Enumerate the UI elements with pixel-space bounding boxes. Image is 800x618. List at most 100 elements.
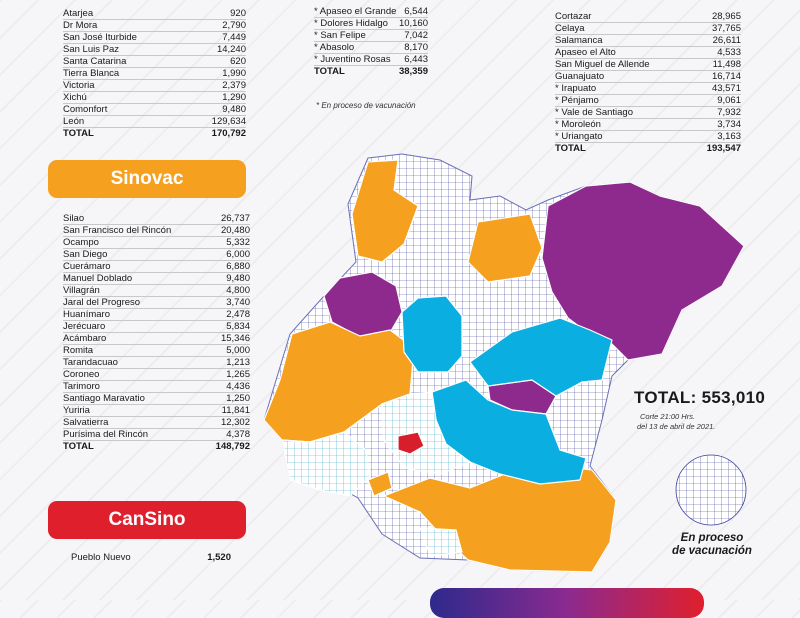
municipality-name: Jerécuaro: [63, 321, 106, 332]
table-total-row: TOTAL 148,792: [63, 441, 250, 452]
legend-line-1: En proceso: [680, 532, 744, 544]
middle-table-rows: * Apaseo el Grande 6,544 * Dolores Hidalgo…: [314, 6, 428, 66]
dose-count: 4,533: [717, 47, 741, 58]
dose-count: 4,378: [226, 429, 250, 440]
table-row: * San Felipe 7,042: [314, 30, 428, 42]
municipality-name: Salamanca: [555, 35, 603, 46]
dose-count: 6,880: [226, 261, 250, 272]
table-row: * Moroleón 3,734: [555, 119, 741, 131]
dose-count: 1,520: [207, 552, 231, 563]
municipality-name: San José Iturbide: [63, 32, 137, 43]
municipality-name: Huanímaro: [63, 309, 110, 320]
sinovac-banner: Sinovac: [48, 160, 246, 198]
dose-count: 11,841: [221, 405, 250, 416]
dose-count: 14,240: [216, 44, 246, 55]
region-blue-east: [469, 317, 613, 397]
dose-count: 6,443: [404, 54, 428, 65]
municipality-name: Tarandacuao: [63, 357, 118, 368]
region-purple-northeast: [541, 181, 745, 361]
dose-count: 1,265: [226, 369, 250, 380]
sinovac-title: Sinovac: [110, 168, 184, 189]
municipality-name: San Luis Paz: [63, 44, 119, 55]
dose-count: 8,170: [404, 42, 428, 53]
municipality-name: Salvatierra: [63, 417, 109, 428]
cansino-title: CanSino: [108, 509, 186, 530]
municipality-name: * Vale de Santiago: [555, 107, 633, 118]
region-blue-guanajuato: [401, 295, 463, 373]
municipality-name: Coroneo: [63, 369, 100, 380]
sinovac-table: Silao 26,737 San Francisco del Rincón 20,48…: [63, 213, 250, 452]
table-row: Jaral del Progreso 3,740: [63, 297, 250, 309]
municipality-name: Dr Mora: [63, 20, 98, 31]
dose-count: 16,714: [711, 71, 741, 82]
sinovac-table-rows: Silao 26,737 San Francisco del Rincón 20,48…: [63, 213, 250, 441]
municipality-name: San Miguel de Allende: [555, 59, 650, 70]
municipality-name: Pueblo Nuevo: [71, 552, 131, 563]
municipality-name: Celaya: [555, 23, 585, 34]
cansino-table: Pueblo Nuevo 1,520: [71, 552, 231, 563]
dose-count: 2,790: [222, 20, 246, 31]
table-row: Villagrán 4,800: [63, 285, 250, 297]
table-row: Cortazar 28,965: [555, 11, 741, 23]
region-inprocess-irapuato: [381, 391, 472, 475]
left-top-table: Atarjea 920 Dr Mora 2,790 San José Iturbide 7…: [63, 8, 246, 139]
municipality-name: León: [63, 116, 85, 127]
municipality-name: Cortazar: [555, 11, 592, 22]
dose-count: 620: [230, 56, 246, 67]
dose-count: 43,571: [711, 83, 741, 94]
dose-count: 1,990: [222, 68, 246, 79]
table-row: * Uriangato 3,163: [555, 131, 741, 143]
dose-count: 129,634: [211, 116, 246, 127]
dose-count: 6,000: [226, 249, 250, 260]
table-row: Comonfort 9,480: [63, 104, 246, 116]
dose-count: 9,061: [717, 95, 741, 106]
table-row: Santiago Maravatio 1,250: [63, 393, 250, 405]
middle-table: * Apaseo el Grande 6,544 * Dolores Hidalgo…: [314, 6, 428, 77]
dose-count: 2,379: [222, 80, 246, 91]
dose-count: 920: [230, 8, 246, 19]
dose-count: 6,544: [404, 6, 428, 17]
dose-count: 15,346: [220, 333, 250, 344]
dose-count: 5,000: [226, 345, 250, 356]
table-row: Salamanca 26,611: [555, 35, 741, 47]
table-row: Acámbaro 15,346: [63, 333, 250, 345]
dose-count: 1,290: [222, 92, 246, 103]
table-row: San Luis Paz 14,240: [63, 44, 246, 56]
dose-count: 10,160: [398, 18, 428, 29]
table-row: * Juventino Rosas 6,443: [314, 54, 428, 66]
municipality-name: Ocampo: [63, 237, 99, 248]
table-row: Victoria 2,379: [63, 80, 246, 92]
region-orange-north: [351, 159, 419, 263]
municipality-name: Tarimoro: [63, 381, 100, 392]
municipality-name: * Irapuato: [555, 83, 597, 94]
dose-count: 7,932: [717, 107, 741, 118]
table-row: Romita 5,000: [63, 345, 250, 357]
table-row: * Irapuato 43,571: [555, 83, 741, 95]
municipality-name: Victoria: [63, 80, 95, 91]
cansino-banner: CanSino: [48, 501, 246, 539]
table-row: San Diego 6,000: [63, 249, 250, 261]
table-row: Dr Mora 2,790: [63, 20, 246, 32]
table-row: Salvatierra 12,302: [63, 417, 250, 429]
total-label: TOTAL: [63, 441, 94, 452]
table-row: Coroneo 1,265: [63, 369, 250, 381]
municipality-name: Atarjea: [63, 8, 94, 19]
municipality-name: Guanajuato: [555, 71, 605, 82]
total-value: 38,359: [398, 66, 428, 77]
table-row: San José Iturbide 7,449: [63, 32, 246, 44]
dose-count: 9,480: [226, 273, 250, 284]
municipality-name: Romita: [63, 345, 94, 356]
municipality-name: * Moroleón: [555, 119, 601, 130]
table-row: * Abasolo 8,170: [314, 42, 428, 54]
bottom-gradient-bar: [430, 588, 704, 618]
total-value: 148,792: [215, 441, 250, 452]
dose-count: 1,213: [226, 357, 250, 368]
municipality-name: Villagrán: [63, 285, 100, 296]
table-row: Manuel Doblado 9,480: [63, 273, 250, 285]
table-row: * Pénjamo 9,061: [555, 95, 741, 107]
region-inprocess-southwest: [281, 431, 371, 497]
dose-count: 3,734: [717, 119, 741, 130]
dose-count: 26,611: [712, 35, 741, 46]
table-row: Guanajuato 16,714: [555, 71, 741, 83]
municipality-name: Purísima del Rincón: [63, 429, 149, 440]
